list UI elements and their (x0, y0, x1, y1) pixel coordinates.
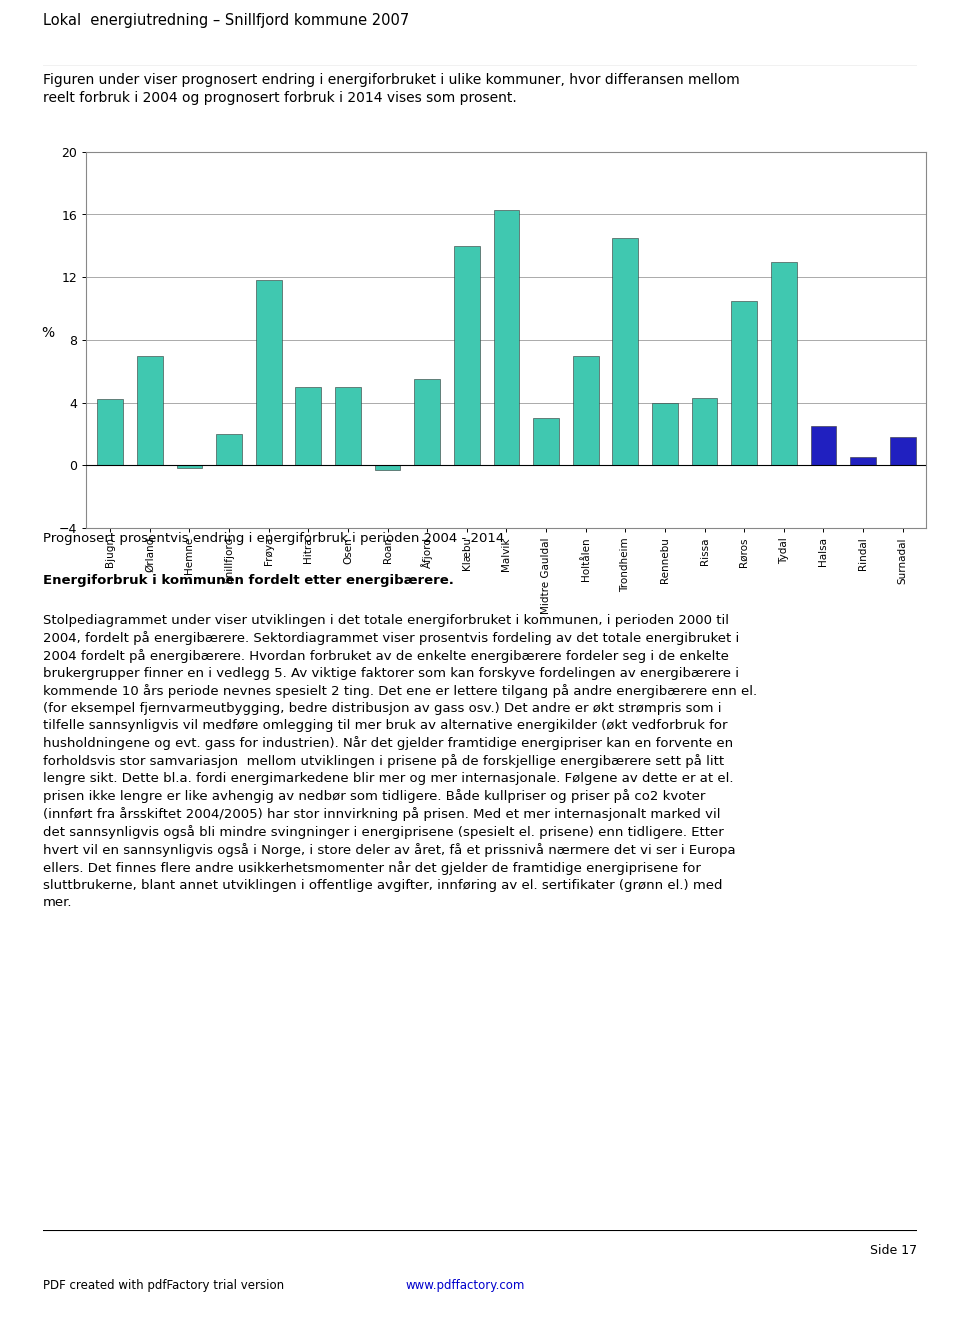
Text: Stolpediagrammet under viser utviklingen i det totale energiforbruket i kommunen: Stolpediagrammet under viser utviklingen… (43, 614, 757, 909)
Y-axis label: %: % (41, 326, 55, 339)
Text: Figuren under viser prognosert endring i energiforbruket i ulike kommuner, hvor : Figuren under viser prognosert endring i… (43, 73, 740, 106)
Bar (890, 437, 916, 465)
Text: Side 17: Side 17 (870, 1243, 917, 1257)
Bar (255, 280, 281, 465)
Text: Prognosert prosentvis endring i energiforbruk i perioden 2004 - 2014: Prognosert prosentvis endring i energifo… (43, 532, 504, 545)
Bar (533, 418, 559, 465)
Text: PDF created with pdfFactory trial version: PDF created with pdfFactory trial versio… (43, 1279, 288, 1292)
Bar (771, 261, 797, 465)
Bar (374, 465, 400, 470)
Bar (454, 246, 480, 465)
Text: www.pdffactory.com: www.pdffactory.com (406, 1279, 525, 1292)
Bar (216, 434, 242, 465)
Bar (652, 403, 678, 465)
Bar (691, 397, 717, 465)
Bar (296, 387, 322, 465)
Bar (97, 400, 123, 465)
Bar (612, 238, 638, 465)
Bar (810, 426, 836, 465)
Text: Lokal  energiutredning – Snillfjord kommune 2007: Lokal energiutredning – Snillfjord kommu… (43, 13, 410, 28)
Bar (732, 301, 757, 465)
Bar (335, 387, 361, 465)
Bar (573, 355, 598, 465)
Bar (851, 458, 876, 465)
Bar (177, 465, 203, 469)
Bar (137, 355, 162, 465)
Text: Energiforbruk i kommunen fordelt etter energibærere.: Energiforbruk i kommunen fordelt etter e… (43, 574, 454, 587)
Bar (493, 210, 519, 465)
Bar (415, 379, 440, 465)
